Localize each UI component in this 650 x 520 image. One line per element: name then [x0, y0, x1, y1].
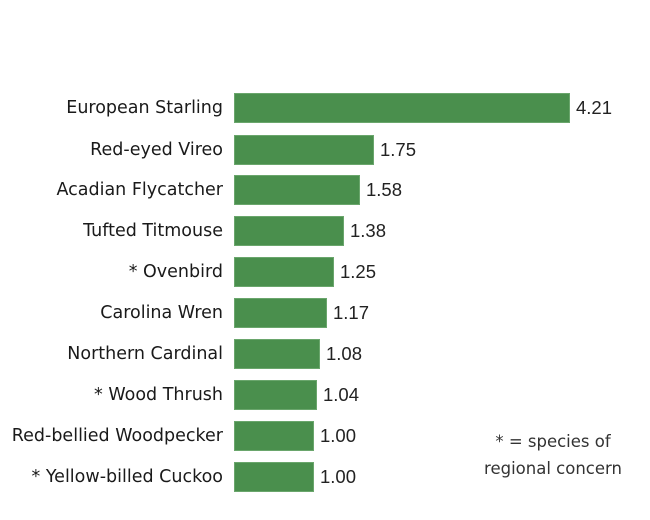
- bar-row: * Yellow-billed Cuckoo 1.00: [0, 462, 650, 492]
- footnote-line-2: regional concern: [484, 459, 622, 478]
- bar-row: Northern Cardinal 1.08: [0, 339, 650, 369]
- value-label: 1.75: [380, 139, 417, 160]
- bar: [234, 93, 570, 123]
- value-label: 1.00: [320, 425, 357, 446]
- footnote-annotation: * = species of regional concern: [470, 428, 636, 482]
- bar-row: Carolina Wren 1.17: [0, 298, 650, 328]
- bar: [234, 216, 344, 246]
- value-label: 1.58: [366, 179, 403, 200]
- bar-row: Tufted Titmouse 1.38: [0, 216, 650, 246]
- category-label: Tufted Titmouse: [83, 221, 223, 241]
- value-label: 1.04: [323, 384, 360, 405]
- value-label: 1.08: [326, 343, 363, 364]
- category-label: Acadian Flycatcher: [56, 180, 223, 200]
- bar-row: * Wood Thrush 1.04: [0, 380, 650, 410]
- value-label: 1.38: [350, 220, 387, 241]
- category-label: * Ovenbird: [128, 262, 223, 282]
- bar-row: Red-bellied Woodpecker 1.00: [0, 421, 650, 451]
- bar-row: Red-eyed Vireo 1.75: [0, 135, 650, 165]
- category-label: Red-eyed Vireo: [90, 140, 223, 160]
- bar-row: Acadian Flycatcher 1.58: [0, 175, 650, 205]
- category-label: Carolina Wren: [100, 303, 223, 323]
- value-label: 4.21: [576, 97, 613, 118]
- bar: [234, 175, 360, 205]
- category-label: * Wood Thrush: [94, 385, 223, 405]
- footnote-line-1: * = species of: [495, 432, 611, 451]
- category-label: European Starling: [66, 98, 223, 118]
- bar: [234, 257, 334, 287]
- bar: [234, 339, 320, 369]
- value-label: 1.25: [340, 261, 377, 282]
- bar: [234, 380, 317, 410]
- value-label: 1.00: [320, 466, 357, 487]
- bar-row: European Starling 4.21: [0, 93, 650, 123]
- category-label: Red-bellied Woodpecker: [11, 426, 223, 446]
- bar: [234, 421, 314, 451]
- bar-row: * Ovenbird 1.25: [0, 257, 650, 287]
- bar: [234, 462, 314, 492]
- category-label: Northern Cardinal: [67, 344, 223, 364]
- bar: [234, 298, 327, 328]
- category-label: * Yellow-billed Cuckoo: [31, 467, 224, 487]
- bar: [234, 135, 374, 165]
- value-label: 1.17: [333, 302, 370, 323]
